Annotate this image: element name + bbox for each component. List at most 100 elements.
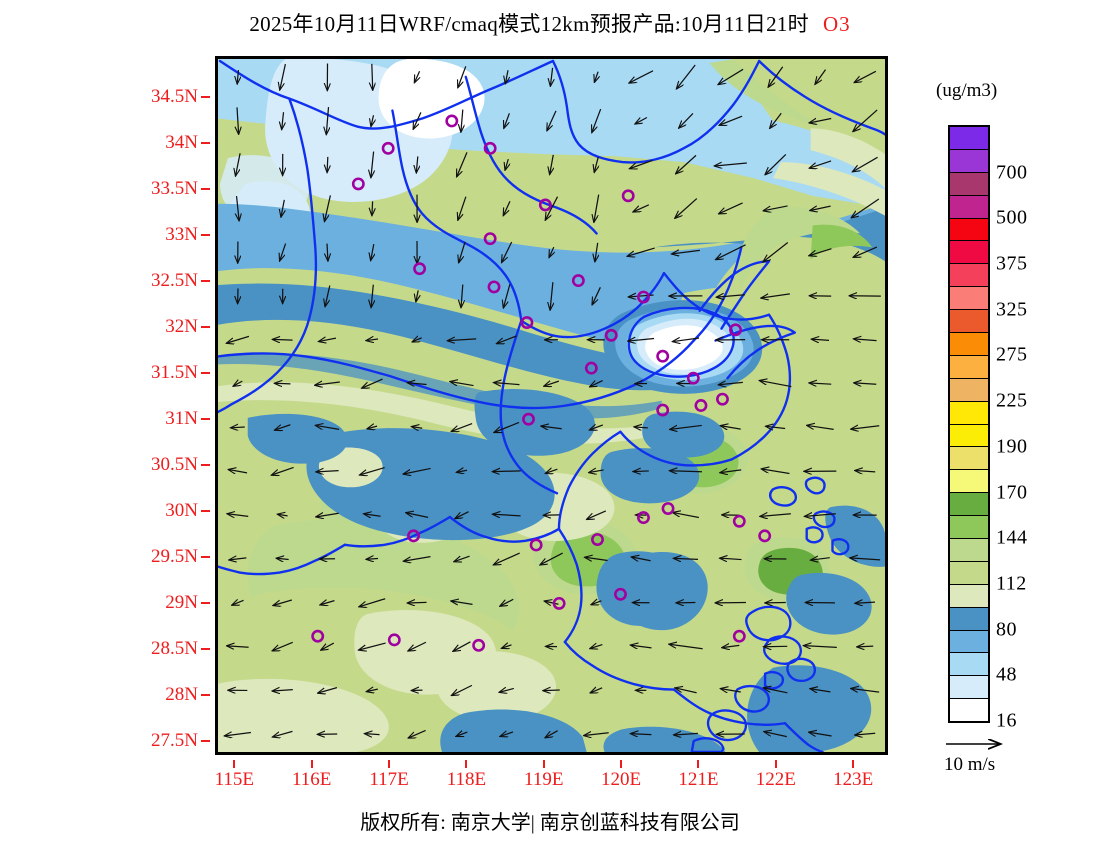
station-marker[interactable] <box>487 280 501 294</box>
wind-arrow-icon <box>408 383 427 385</box>
wind-arrow-icon <box>807 425 834 431</box>
station-marker[interactable] <box>686 371 700 385</box>
wind-arrow-icon <box>809 248 832 256</box>
station-marker[interactable] <box>661 502 675 515</box>
lat-tick-label: 34.5N <box>151 86 198 108</box>
station-marker[interactable] <box>621 189 635 203</box>
wind-arrow-icon <box>592 108 602 132</box>
station-marker[interactable] <box>732 514 746 528</box>
wind-arrow-icon <box>590 425 604 430</box>
station-marker[interactable] <box>407 529 420 543</box>
station-marker[interactable] <box>729 323 742 337</box>
station-marker[interactable] <box>522 412 535 426</box>
station-marker[interactable] <box>413 262 427 276</box>
lat-tick-mark <box>201 142 210 145</box>
wind-arrow-icon <box>408 641 427 651</box>
station-marker[interactable] <box>732 629 746 643</box>
wind-arrow-icon <box>676 154 697 173</box>
wind-arrow-icon <box>677 64 696 89</box>
wind-arrow-icon <box>719 382 743 384</box>
wind-arrow-icon <box>459 241 466 263</box>
wind-arrow-icon <box>499 688 514 692</box>
wind-arrow-icon <box>237 196 240 220</box>
station-marker[interactable] <box>445 114 459 128</box>
station-marker[interactable] <box>571 274 585 288</box>
station-marker[interactable] <box>656 349 670 363</box>
wind-arrow-icon <box>768 66 784 87</box>
wind-arrow-icon <box>372 63 373 90</box>
wind-arrow-icon <box>587 510 607 519</box>
wind-arrow-icon <box>371 243 374 260</box>
wind-arrow-icon <box>595 242 598 262</box>
station-marker[interactable] <box>637 290 650 304</box>
wind-scale-label: 10 m/s <box>944 754 996 775</box>
wind-arrow-icon <box>494 421 520 432</box>
station-marker[interactable] <box>381 141 395 155</box>
wind-arrow-icon <box>595 71 599 82</box>
lat-tick-mark <box>201 326 210 329</box>
station-marker[interactable] <box>472 638 486 652</box>
wind-arrow-icon <box>550 282 553 310</box>
station-marker[interactable] <box>552 596 566 610</box>
station-marker[interactable] <box>520 316 534 329</box>
lat-tick-label: 34N <box>165 132 198 154</box>
station-marker[interactable] <box>614 587 627 601</box>
forecast-map-plot[interactable] <box>215 56 888 755</box>
station-marker[interactable] <box>637 511 650 525</box>
wind-arrow-icon <box>321 642 335 650</box>
wind-arrow-icon <box>227 514 249 517</box>
wind-arrow-icon <box>852 198 880 218</box>
lon-tick-mark <box>233 760 236 768</box>
wind-arrow-icon <box>450 382 474 387</box>
wind-arrow-icon <box>811 558 830 560</box>
wind-arrow-icon <box>633 204 650 212</box>
wind-arrow-icon <box>632 557 651 561</box>
wind-arrow-icon <box>408 602 427 603</box>
station-marker[interactable] <box>758 529 772 543</box>
wind-arrow-icon <box>277 558 289 559</box>
wind-arrow-icon <box>805 514 836 517</box>
station-marker[interactable] <box>351 177 365 191</box>
lon-tick-label: 118E <box>446 769 487 790</box>
lon-tick-mark <box>542 760 545 768</box>
wind-arrow-icon <box>360 466 385 475</box>
station-marker[interactable] <box>483 232 497 246</box>
station-marker[interactable] <box>311 629 325 643</box>
station-marker[interactable] <box>716 392 729 406</box>
wind-arrow-icon <box>273 690 293 691</box>
wind-arrow-icon <box>454 555 470 561</box>
lon-tick-label: 117E <box>369 769 409 790</box>
colorbar-swatch <box>950 561 988 585</box>
station-marker[interactable] <box>591 533 604 546</box>
station-marker[interactable] <box>538 198 552 212</box>
wind-arrow-icon <box>589 470 604 473</box>
wind-arrow-icon <box>412 427 423 429</box>
station-marker[interactable] <box>656 403 670 417</box>
wind-arrow-icon <box>721 689 741 692</box>
station-marker[interactable] <box>529 538 543 552</box>
station-marker[interactable] <box>584 361 598 375</box>
wind-arrow-icon <box>453 641 471 651</box>
wind-arrow-icon <box>280 63 286 90</box>
colorbar-swatch <box>950 333 988 356</box>
colorbar-swatch <box>950 447 988 471</box>
wind-arrow-icon <box>764 732 787 738</box>
station-marker[interactable] <box>604 328 618 342</box>
colorbar-swatch <box>950 653 988 677</box>
lat-tick-mark <box>201 556 210 559</box>
wind-arrow-icon <box>504 113 510 128</box>
wind-arrow-icon <box>765 154 787 174</box>
wind-arrow-icon <box>500 598 514 606</box>
lat-tick-label: 33N <box>165 224 198 246</box>
lat-tick-label: 32.5N <box>151 270 198 292</box>
wind-arrow-icon <box>545 601 559 604</box>
colorbar-tick-label: 325 <box>996 298 1028 321</box>
colorbar-tick-label: 700 <box>996 161 1028 184</box>
wind-arrow-icon <box>502 645 512 648</box>
station-marker[interactable] <box>483 141 497 155</box>
station-marker[interactable] <box>387 633 401 647</box>
wind-arrow-icon <box>590 379 603 387</box>
station-marker[interactable] <box>694 399 708 412</box>
wind-arrow-icon <box>455 511 469 519</box>
wind-arrow-icon <box>716 244 746 260</box>
